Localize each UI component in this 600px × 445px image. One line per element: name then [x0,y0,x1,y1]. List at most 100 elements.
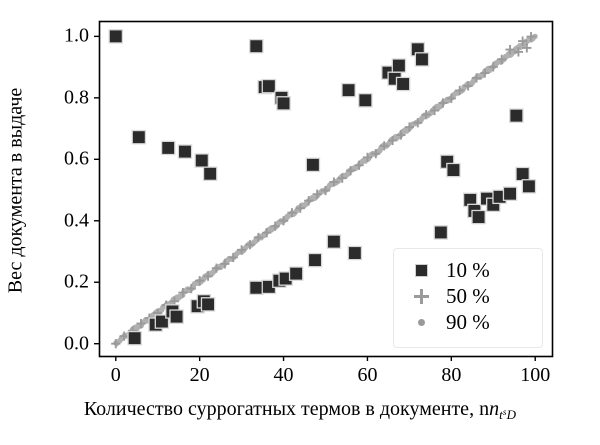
data-point-plus-25 [320,185,331,196]
plus-horizontal [505,48,515,51]
data-point-square-20 [433,225,449,240]
plus-horizontal [127,329,138,332]
data-point-plus-31 [371,149,381,159]
x-tick-label-3: 60 [357,364,378,386]
legend-label-1: 50 % [446,283,490,308]
x-tick-label-0: 0 [110,364,121,386]
data-point-square-47 [326,234,342,249]
data-point-plus-46 [497,54,507,64]
data-point-plus-18 [262,228,272,238]
plus-horizontal [429,109,440,112]
plus-horizontal [404,126,414,129]
data-point-plus-38 [429,105,440,116]
data-point-square-17 [395,76,411,92]
plus-horizontal [526,35,536,38]
legend-item-0[interactable]: 10 % [400,257,536,283]
plus-horizontal [346,169,356,172]
y-tick-label-3: 0.6 [64,147,89,170]
plus-horizontal [304,199,314,202]
plus-horizontal [195,279,205,282]
data-point-plus-22 [295,203,305,213]
plus-horizontal [237,248,247,251]
legend-label-2: 90 % [446,309,490,334]
data-point-square-11 [305,157,321,173]
data-point-square-46 [307,252,323,268]
x-tick-label-4: 80 [441,364,462,386]
chart-legend: 10 % 50 % 90 % [393,248,543,348]
data-point-square-19 [414,52,430,67]
plus-horizontal [119,335,129,338]
plus-horizontal [211,267,222,270]
data-point-plus-45 [488,62,498,72]
data-point-plus-33 [388,135,398,146]
data-point-plus-35 [404,122,414,132]
plus-horizontal [513,50,524,53]
data-point-plus-34 [396,130,406,140]
legend-item-1[interactable]: 50 % [400,283,536,309]
data-point-plus-1 [119,331,129,341]
plus-horizontal [136,322,146,325]
x-tick-label-5: 100 [520,364,551,386]
x-axis-label-text: Количество суррогатных термов в документ… [83,398,490,420]
plus-horizontal [262,231,272,234]
data-point-square-29 [502,186,518,201]
data-point-square-45 [288,266,304,281]
y-tick-label-1: 0.2 [64,270,89,293]
data-point-plus-37 [421,110,431,120]
data-point-plus-39 [438,98,448,108]
plus-horizontal [178,291,188,294]
data-point-plus-12 [211,263,222,273]
data-point-plus-41 [455,85,465,96]
y-tick-label-0: 0.0 [64,332,89,355]
legend-item-2[interactable]: 90 % [400,309,536,335]
plus-horizontal [320,189,331,192]
data-point-square-8 [261,78,277,94]
data-point-square-1 [131,129,147,145]
data-point-plus-47 [505,44,515,55]
data-point-square-25 [471,209,486,225]
data-point-plus-17 [253,232,263,243]
data-point-plus-43 [471,73,482,83]
data-point-plus-40 [446,93,456,103]
data-point-plus-23 [304,196,314,206]
data-point-square-41 [249,280,264,296]
plus-horizontal [388,139,398,142]
x-tick-label-1: 20 [189,364,210,386]
plus-horizontal [438,102,448,104]
legend-marker-plus-icon [400,288,442,304]
plus-horizontal [253,236,263,239]
plus-horizontal [497,58,507,61]
square-glyph [414,263,428,277]
data-point-plus-48 [513,47,524,57]
plus-horizontal [295,207,305,210]
plus-horizontal [312,193,322,196]
plus-horizontal [488,65,498,68]
y-tick-label-5: 1.0 [64,24,89,47]
data-point-square-3 [177,144,193,159]
plus-glyph [413,288,429,304]
data-point-square-0 [108,29,124,44]
data-point-plus-16 [245,240,255,250]
data-point-square-30 [509,108,524,123]
data-point-square-32 [521,179,537,194]
plot-frame [98,20,554,358]
data-point-plus-13 [220,259,230,269]
plus-horizontal [518,40,528,43]
plus-horizontal [371,152,381,155]
y-tick-label-2: 0.4 [64,209,89,232]
plus-horizontal [153,312,163,314]
data-point-plus-30 [362,152,373,162]
data-point-plus-0 [111,339,121,349]
plus-horizontal [354,164,364,167]
data-point-plus-8 [178,288,188,298]
plus-horizontal [471,77,482,79]
data-point-square-5 [202,166,218,181]
data-point-plus-20 [278,216,289,226]
plus-horizontal [522,46,532,49]
data-point-square-16 [391,58,407,73]
plus-horizontal [245,243,255,246]
data-point-plus-10 [195,276,205,286]
legend-marker-square-icon [400,263,442,277]
